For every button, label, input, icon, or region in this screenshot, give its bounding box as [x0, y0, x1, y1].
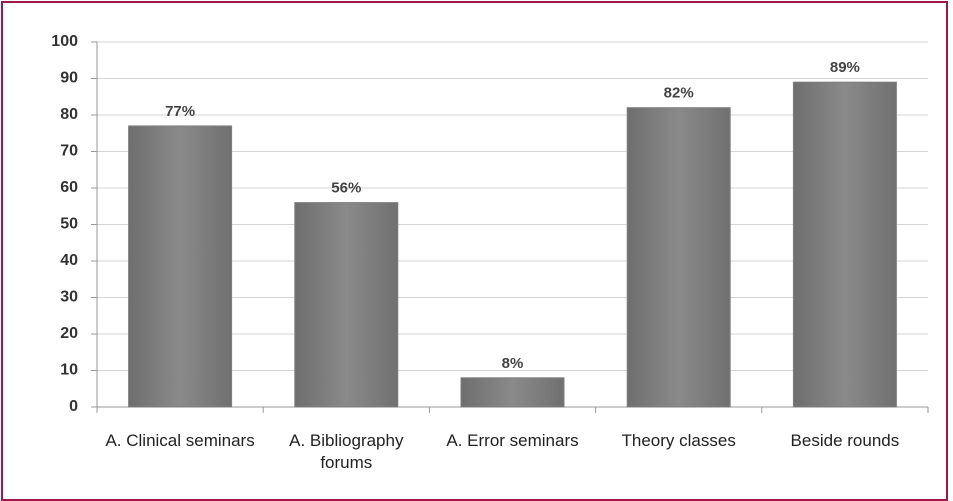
plot: 0 10 20 30 40 50 60 70 80 90 100 77% 56% 8% 82% 89%	[51, 33, 929, 415]
value-label: 89%	[830, 59, 860, 76]
value-label: 56%	[331, 180, 361, 197]
value-label: 77%	[165, 103, 195, 120]
x-tick-label: Theory classes	[621, 431, 736, 450]
y-tick-label: 80	[60, 106, 78, 123]
x-tick-label: A. Bibliography forums	[289, 431, 404, 472]
bar	[626, 107, 731, 408]
y-tick-label: 90	[60, 70, 78, 87]
y-tick-label: 20	[60, 325, 78, 342]
y-tick-label: 10	[60, 362, 78, 379]
x-tick-label: Beside rounds	[790, 431, 900, 450]
bar	[294, 202, 399, 408]
y-tick-label: 0	[69, 398, 78, 415]
x-tick-label: A. Clinical seminars	[105, 431, 255, 450]
x-tick-label: A. Error seminars	[446, 431, 579, 450]
y-tick-label: 30	[60, 289, 78, 306]
bar	[792, 81, 897, 408]
bar	[460, 377, 565, 408]
y-tick-label: 40	[60, 252, 78, 269]
y-tick-label: 60	[60, 179, 78, 196]
value-label: 8%	[502, 355, 524, 372]
y-tick-label: 50	[60, 216, 78, 233]
bar	[128, 125, 233, 408]
value-label: 82%	[664, 85, 694, 102]
y-tick-label: 100	[51, 33, 78, 50]
y-tick-label: 70	[60, 143, 78, 160]
